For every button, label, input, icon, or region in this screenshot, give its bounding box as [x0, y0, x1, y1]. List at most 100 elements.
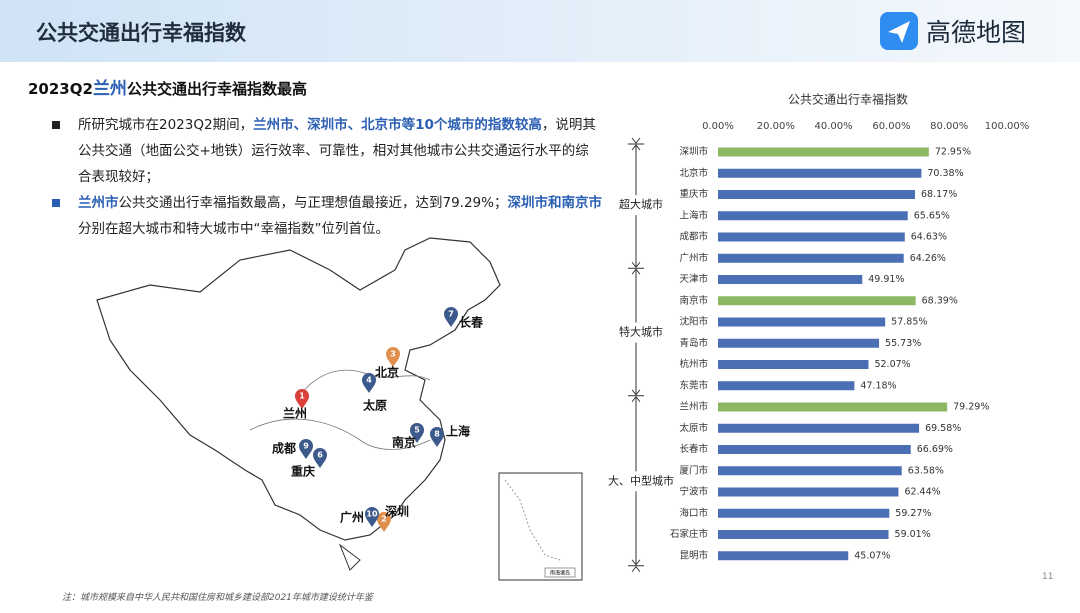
header: 公共交通出行幸福指数 高德地图	[0, 0, 1080, 62]
china-outline	[96, 237, 501, 541]
bar	[718, 147, 929, 157]
value-label: 72.95%	[935, 147, 971, 158]
group-arrow	[631, 261, 641, 275]
x-tick-label: 80.00%	[930, 121, 968, 132]
bullet-text: 兰州市	[78, 195, 119, 211]
city-marker	[295, 389, 309, 409]
bullet-text: 深圳市和南京市	[507, 195, 602, 211]
value-label: 68.39%	[922, 295, 958, 306]
bullet-text: 公共交通出行幸福指数最高，与正理想值最接近，达到79.29%；	[118, 195, 508, 211]
city-marker	[430, 427, 444, 447]
category-label: 长春市	[679, 443, 708, 455]
bar	[718, 253, 904, 263]
group-arrow	[631, 389, 641, 403]
city-rank: 10	[366, 510, 378, 519]
group-label: 超大城市	[619, 197, 663, 211]
city-rank: 9	[303, 442, 309, 451]
logo-text: 高德地图	[926, 18, 1027, 47]
city-marker	[377, 512, 391, 532]
bar	[718, 338, 880, 348]
category-label: 深圳市	[679, 146, 708, 158]
value-label: 64.63%	[911, 232, 947, 243]
city-marker	[299, 439, 313, 459]
city-rank: 1	[299, 392, 305, 401]
category-label: 北京市	[679, 167, 708, 179]
inset-label: 南海诸岛	[550, 570, 570, 577]
logo: 高德地图	[880, 12, 1026, 50]
category-label: 天津市	[679, 273, 708, 285]
bar	[718, 551, 849, 561]
value-label: 79.29%	[953, 402, 989, 413]
category-label: 石家庄市	[670, 528, 709, 540]
footnote: 注：城市规模来自中华人民共和国住房和城乡建设部2021年城市建设统计年鉴	[62, 593, 373, 603]
value-label: 66.69%	[917, 444, 953, 455]
city-name: 北京	[375, 365, 399, 380]
category-label: 南京市	[679, 294, 708, 306]
x-tick-label: 20.00%	[757, 121, 795, 132]
bullet: 兰州市公共交通出行幸福指数最高，与正理想值最接近，达到79.29%；深圳市和南京…	[50, 190, 602, 242]
category-label: 青岛市	[679, 337, 708, 349]
city-marker	[386, 347, 400, 367]
city-name: 长春	[459, 315, 484, 330]
city-name: 深圳	[385, 504, 409, 519]
city-rank: 4	[366, 376, 372, 385]
header-title: 公共交通出行幸福指数	[36, 21, 246, 45]
value-label: 52.07%	[874, 359, 910, 370]
chart-title: 公共交通出行幸福指数	[788, 92, 908, 107]
logo-icon	[880, 12, 918, 50]
category-label: 海口市	[679, 507, 708, 519]
city-name: 太原	[363, 398, 387, 413]
bar	[718, 487, 899, 497]
value-label: 55.73%	[885, 338, 921, 349]
category-label: 东莞市	[679, 379, 708, 391]
bar	[718, 402, 948, 412]
bullet-text: 兰州市、深圳市、北京市等10个城市的指数较高	[253, 117, 542, 133]
bar	[718, 466, 902, 476]
category-label: 兰州市	[679, 401, 708, 413]
value-label: 69.58%	[925, 423, 961, 434]
category-label: 广州市	[679, 252, 708, 264]
category-label: 厦门市	[679, 464, 708, 476]
value-label: 47.18%	[860, 380, 896, 391]
island	[338, 543, 361, 571]
value-label: 64.26%	[910, 253, 946, 264]
city-name: 上海	[446, 424, 470, 439]
x-tick-label: 60.00%	[872, 121, 910, 132]
city-name: 兰州	[283, 406, 307, 421]
bar	[718, 168, 922, 178]
x-tick-label: 0.00%	[702, 121, 734, 132]
bar	[718, 317, 886, 327]
bar	[718, 381, 855, 391]
category-label: 重庆市	[679, 188, 708, 200]
river	[249, 418, 431, 450]
category-label: 杭州市	[679, 358, 708, 370]
group-label: 大、中型城市	[608, 473, 674, 487]
value-label: 63.58%	[908, 465, 944, 476]
subtitle-highlight: 兰州	[92, 79, 127, 99]
category-label: 太原市	[679, 422, 708, 434]
x-tick-label: 40.00%	[815, 121, 853, 132]
bullet-marker	[52, 199, 60, 207]
bullet-text: 分别在超大城市和特大城市中“幸福指数”位列首位。	[78, 221, 389, 237]
city-rank: 5	[414, 426, 420, 435]
subtitle: 2023Q2兰州公共交通出行幸福指数最高	[28, 74, 307, 99]
bar	[718, 508, 890, 518]
x-tick-label: 100.00%	[985, 121, 1030, 132]
value-label: 70.38%	[927, 168, 963, 179]
bar	[718, 211, 908, 221]
value-label: 62.44%	[904, 487, 940, 498]
group-arrow	[631, 559, 641, 573]
city-marker	[410, 423, 424, 443]
value-label: 57.85%	[891, 317, 927, 328]
value-label: 49.91%	[868, 274, 904, 285]
city-rank: 3	[390, 350, 396, 359]
bar	[718, 275, 863, 284]
city-rank: 8	[434, 430, 440, 439]
inset-line	[504, 479, 561, 561]
group-label: 特大城市	[619, 325, 663, 339]
bullet-text: 所研究城市在2023Q2期间，	[78, 117, 254, 133]
page-number: 11	[1042, 572, 1054, 582]
subtitle-prefix: 2023Q2	[28, 80, 93, 98]
